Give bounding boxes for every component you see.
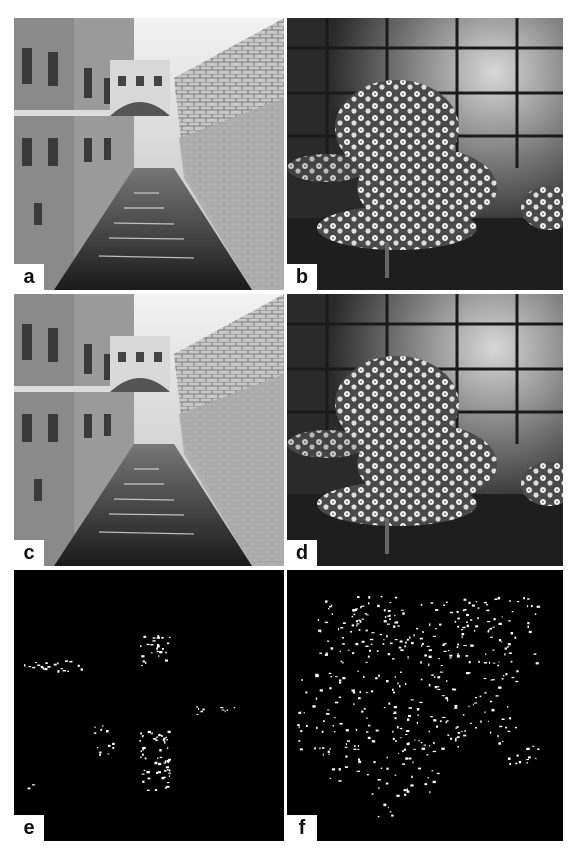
panel-c-canal-image: c (14, 294, 284, 566)
panel-b-greenhouse-image: b (287, 18, 563, 290)
edge-map-canal (24, 635, 236, 791)
panel-a-canal-image: a (14, 18, 284, 290)
panel-e-canal-edge-map: e (14, 570, 284, 841)
greenhouse-photo (287, 294, 563, 566)
panel-label: d (287, 540, 317, 566)
panel-label: c (14, 540, 44, 566)
panel-label: f (287, 815, 317, 841)
panel-label: b (287, 264, 317, 290)
edge-map-greenhouse (297, 595, 541, 818)
panel-label: e (14, 815, 44, 841)
panel-label: a (14, 264, 44, 290)
canal-photo (14, 18, 284, 290)
greenhouse-photo (287, 18, 563, 290)
panel-f-greenhouse-edge-map: f (287, 570, 563, 841)
panel-d-greenhouse-image: d (287, 294, 563, 566)
canal-photo (14, 294, 284, 566)
